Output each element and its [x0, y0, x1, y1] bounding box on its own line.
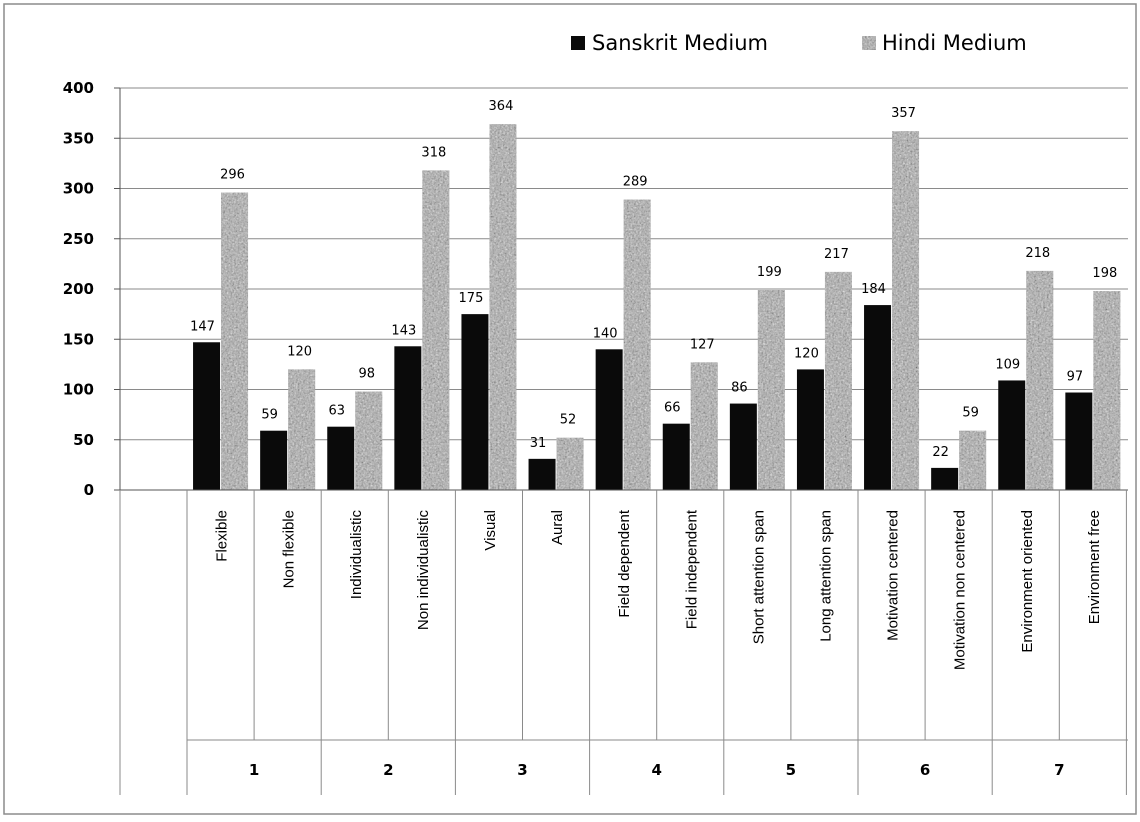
y-tick-label: 250	[63, 230, 94, 248]
value-label-hindi: 198	[1092, 266, 1117, 281]
bar-sanskrit-medium	[260, 430, 288, 490]
group-label: 1	[249, 761, 259, 779]
value-labels: 147 296 59 120 63 98 143 318 175 364 31 52 140 289 66 1…	[190, 99, 1117, 460]
bar-sanskrit-medium	[394, 346, 422, 490]
bar-hindi-medium-texture	[1093, 291, 1121, 490]
bar-sanskrit-medium	[193, 342, 221, 490]
value-label-sanskrit: 147	[190, 319, 215, 334]
bar-hindi-medium-texture	[489, 124, 517, 491]
value-label-hindi: 98	[358, 367, 375, 382]
bar-sanskrit-medium	[729, 403, 757, 490]
category-label: Long attention span	[817, 510, 834, 642]
legend-swatch-hindi-texture	[862, 36, 876, 50]
value-label-sanskrit: 175	[459, 291, 484, 306]
value-label-sanskrit: 22	[932, 445, 949, 460]
bars	[193, 124, 1121, 491]
group-label: 7	[1054, 761, 1064, 779]
x-axis: Flexible Non flexible Individualistic Non i…	[119, 489, 1128, 795]
group-label: 2	[383, 761, 393, 779]
bar-hindi-medium-texture	[623, 199, 651, 490]
category-label: Field dependent	[616, 509, 633, 617]
bar-hindi-medium-texture	[221, 192, 249, 490]
bar-hindi-medium-texture	[757, 290, 785, 490]
y-tick-label: 0	[84, 481, 94, 499]
bar-hindi-medium-texture	[690, 362, 718, 490]
bar-hindi-medium-texture	[824, 271, 852, 490]
bar-hindi-medium-texture	[422, 170, 450, 490]
category-label: Non individualistic	[415, 510, 432, 631]
value-label-sanskrit: 120	[794, 346, 819, 361]
y-tick-label: 50	[73, 431, 94, 449]
value-label-sanskrit: 140	[593, 326, 618, 341]
bar-sanskrit-medium	[796, 369, 824, 490]
bar-hindi-medium-texture	[288, 369, 316, 490]
group-label: 6	[920, 761, 930, 779]
bar-hindi-medium-texture	[355, 391, 383, 490]
category-label: Environment oriented	[1019, 510, 1036, 653]
legend-label-hindi: Hindi Medium	[882, 31, 1027, 55]
value-label-sanskrit: 97	[1067, 370, 1084, 385]
legend-swatch-sanskrit	[571, 36, 585, 50]
bar-hindi-medium-texture	[892, 131, 920, 490]
category-label: Field independent	[683, 509, 700, 629]
value-label-sanskrit: 184	[861, 282, 886, 297]
legend: Sanskrit Medium Hindi Medium	[571, 31, 1027, 55]
category-label: Individualistic	[348, 510, 365, 600]
value-label-hindi: 296	[220, 168, 245, 183]
bar-sanskrit-medium	[1065, 392, 1093, 490]
category-label: Aural	[549, 510, 566, 545]
y-tick-label: 300	[63, 180, 94, 198]
bar-hindi-medium-texture	[1026, 270, 1054, 490]
category-label: Visual	[482, 510, 499, 551]
value-label-sanskrit: 86	[731, 381, 748, 396]
y-tick-label: 100	[63, 381, 94, 399]
value-label-hindi: 364	[489, 99, 514, 114]
bar-sanskrit-medium	[528, 458, 556, 490]
value-label-hindi: 52	[560, 413, 577, 428]
y-tick-label: 350	[63, 129, 94, 147]
value-label-hindi: 59	[962, 406, 979, 421]
category-label: Motivation non centered	[952, 510, 969, 670]
bar-sanskrit-medium	[595, 349, 623, 490]
value-label-hindi: 218	[1025, 246, 1050, 261]
group-label: 3	[517, 761, 527, 779]
value-label-sanskrit: 31	[530, 436, 547, 451]
bar-sanskrit-medium	[864, 305, 892, 490]
y-axis: 0 50 100 150 200 250 300 350 400	[63, 79, 121, 499]
legend-label-sanskrit: Sanskrit Medium	[592, 31, 768, 55]
group-label: 5	[786, 761, 796, 779]
category-label: Non flexible	[281, 510, 298, 588]
value-label-hindi: 318	[421, 145, 446, 160]
category-label: Motivation centered	[885, 510, 902, 641]
bar-sanskrit-medium	[998, 380, 1026, 490]
value-label-sanskrit: 143	[391, 323, 416, 338]
bar-sanskrit-medium	[461, 314, 489, 490]
value-label-sanskrit: 63	[328, 404, 345, 419]
bar-sanskrit-medium	[327, 426, 355, 490]
category-label: Flexible	[214, 510, 231, 562]
category-label: Environment free	[1086, 510, 1103, 624]
bar-hindi-medium-texture	[556, 437, 584, 490]
group-label: 4	[651, 761, 661, 779]
value-label-sanskrit: 66	[664, 401, 681, 416]
category-label: Short attention span	[750, 510, 767, 644]
bar-sanskrit-medium	[931, 467, 959, 490]
y-tick-label: 200	[63, 280, 94, 298]
value-label-hindi: 357	[891, 106, 916, 121]
bar-hindi-medium-texture	[959, 430, 987, 490]
y-tick-label: 400	[63, 79, 94, 97]
value-label-hindi: 120	[287, 344, 312, 359]
value-label-sanskrit: 59	[261, 408, 278, 423]
bar-sanskrit-medium	[662, 423, 690, 490]
value-label-hindi: 217	[824, 247, 849, 262]
chart-border	[3, 3, 1137, 815]
value-label-sanskrit: 109	[995, 357, 1020, 372]
value-label-hindi: 289	[623, 175, 648, 190]
y-tick-label: 150	[63, 330, 94, 348]
value-label-hindi: 199	[757, 265, 782, 280]
value-label-hindi: 127	[690, 337, 715, 352]
